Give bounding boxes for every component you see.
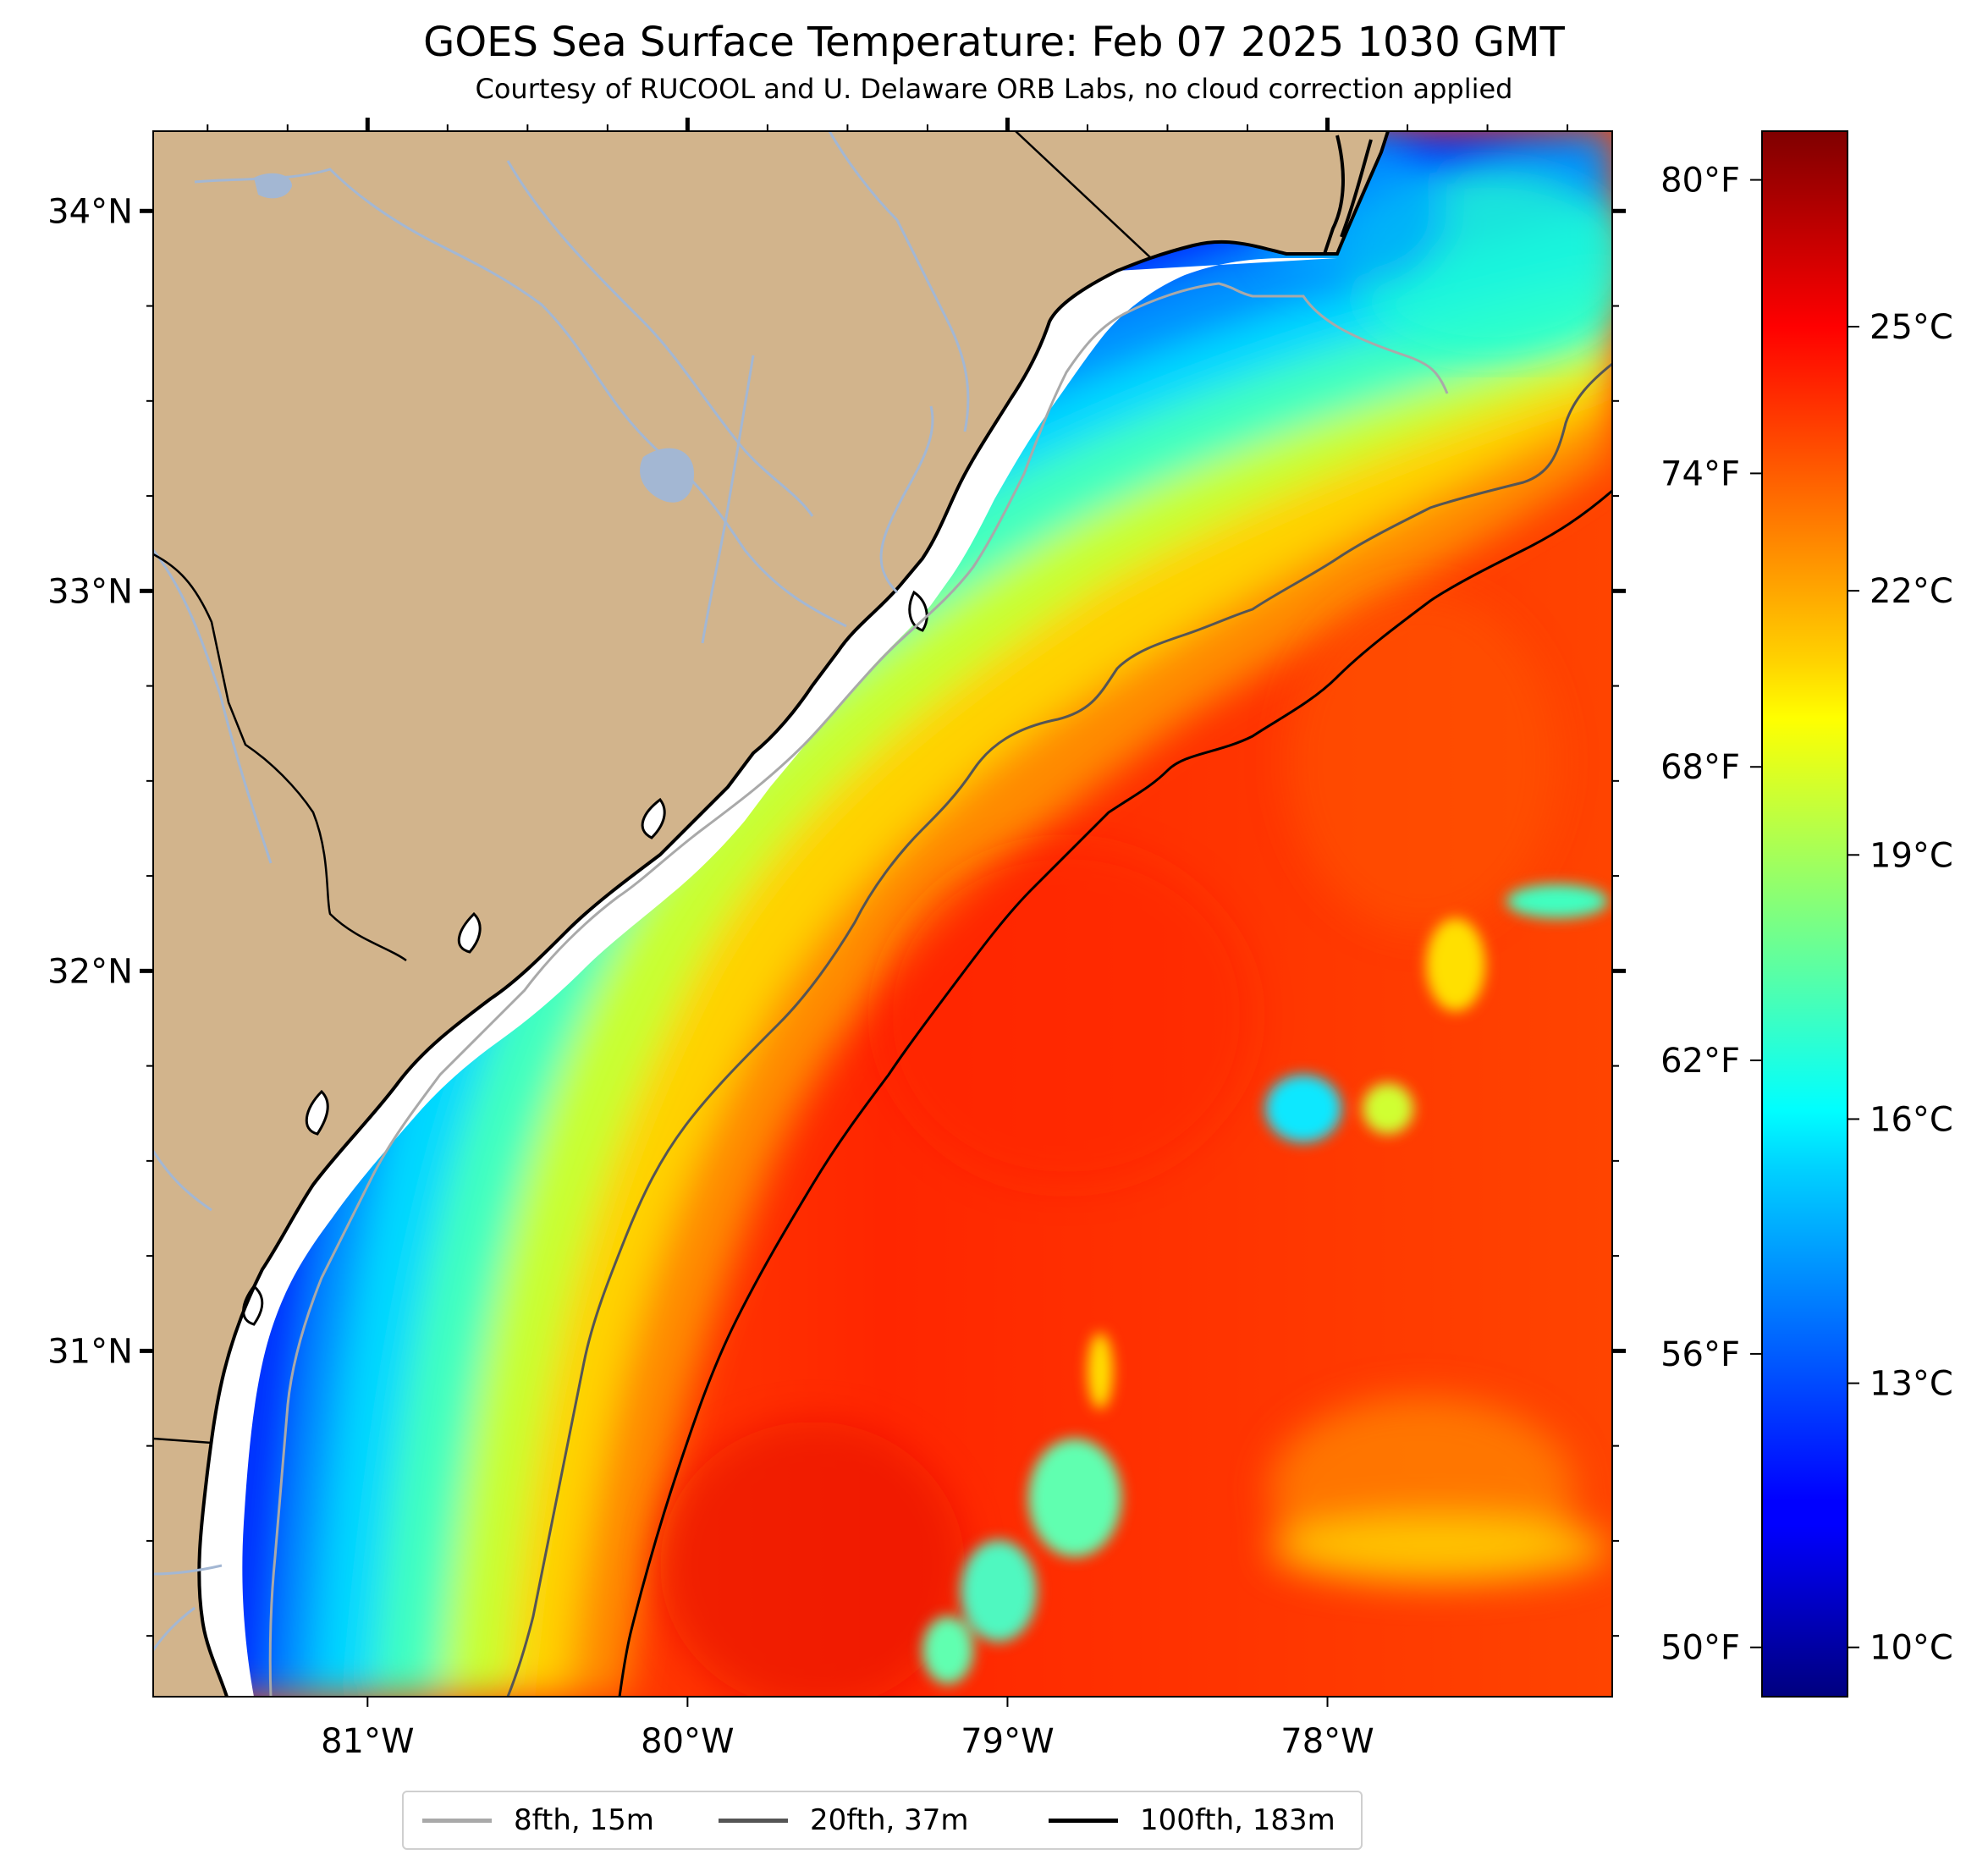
lon-tick-label: 81°W <box>321 1722 414 1761</box>
isobath-20fth <box>506 362 1612 1697</box>
celsius-tick-label: 25°C <box>1870 308 1953 347</box>
legend-swatch <box>719 1818 788 1823</box>
legend-label: 20fth, 37m <box>810 1803 969 1837</box>
legend-item: 8fth, 15m <box>422 1792 654 1848</box>
celsius-tick-label: 10°C <box>1870 1629 1953 1668</box>
legend-swatch <box>1049 1818 1118 1823</box>
coastal-inlets <box>242 590 928 1326</box>
legend-label: 100fth, 183m <box>1140 1803 1335 1837</box>
axis-ticks: 81°W 80°W 79°W 78°W 34°N 33°N 32°N 31°N <box>47 118 1626 1761</box>
rivers <box>153 131 970 1651</box>
fahrenheit-tick-label: 68°F <box>1660 748 1740 787</box>
map-area <box>153 131 1612 1697</box>
isobath-8fth <box>268 282 1449 1697</box>
isobath-100fth <box>618 489 1612 1697</box>
fahrenheit-tick-label: 62°F <box>1660 1042 1740 1081</box>
celsius-tick-label: 19°C <box>1870 836 1953 875</box>
fahrenheit-tick-label: 56°F <box>1660 1335 1740 1374</box>
coastline <box>197 131 1390 1697</box>
state-borders <box>153 131 1152 1445</box>
figure-subtitle: Courtesy of RUCOOL and U. Delaware ORB L… <box>475 73 1513 105</box>
legend-label: 8fth, 15m <box>514 1803 654 1837</box>
fahrenheit-tick-label: 74°F <box>1660 454 1740 493</box>
lake <box>640 448 694 503</box>
celsius-tick-label: 16°C <box>1870 1100 1953 1139</box>
lat-tick-label: 34°N <box>47 192 133 231</box>
lon-tick-label: 80°W <box>641 1722 734 1761</box>
sst-field-eddies <box>660 592 1608 1697</box>
figure-title: GOES Sea Surface Temperature: Feb 07 202… <box>423 19 1565 66</box>
lat-tick-label: 32°N <box>47 952 133 991</box>
lon-tick-label: 79°W <box>961 1722 1054 1761</box>
lat-tick-label: 33°N <box>47 572 133 611</box>
sst-cloud-patches <box>922 884 1608 1684</box>
isobath-legend: 8fth, 15m 20fth, 37m 100fth, 183m <box>402 1791 1363 1850</box>
fahrenheit-tick-label: 50°F <box>1660 1629 1740 1668</box>
map-frame <box>152 130 1613 1698</box>
legend-item: 100fth, 183m <box>1049 1792 1335 1848</box>
colorbar-ticks: 10°C 13°C 16°C 19°C 22°C 25°C 50°F 56°F 62°F 68°F… <box>1660 162 1953 1668</box>
colorbar <box>1761 130 1848 1698</box>
legend-item: 20fth, 37m <box>719 1792 969 1848</box>
land-mainland <box>153 131 1388 1697</box>
cape-fear-coast <box>1323 135 1373 255</box>
lat-tick-label: 31°N <box>47 1332 133 1371</box>
fahrenheit-tick-label: 80°F <box>1660 162 1740 201</box>
celsius-tick-label: 22°C <box>1870 572 1953 611</box>
lon-tick-label: 78°W <box>1280 1722 1374 1761</box>
legend-swatch <box>422 1818 492 1823</box>
celsius-tick-label: 13°C <box>1870 1365 1953 1404</box>
lake-2 <box>254 173 292 199</box>
